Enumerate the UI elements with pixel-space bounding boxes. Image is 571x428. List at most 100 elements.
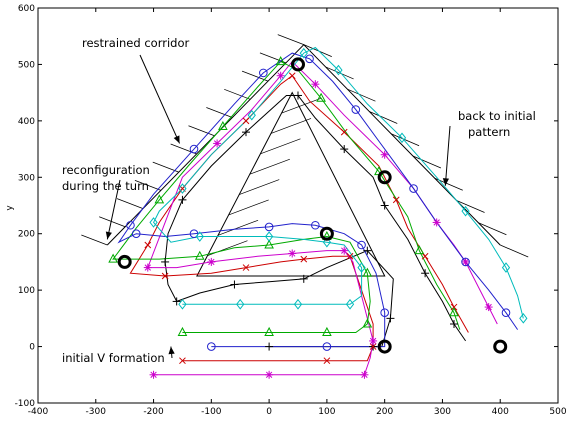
corridor-hatch — [281, 97, 322, 114]
x-tick-label: -100 — [201, 407, 222, 417]
marker-stroke — [340, 128, 348, 136]
data-point — [293, 298, 303, 310]
annotation-arrow — [444, 125, 451, 186]
marker-stroke — [323, 357, 331, 365]
marker-stroke — [277, 72, 284, 79]
marker-stroke — [265, 371, 273, 378]
data-point — [386, 314, 395, 323]
corridor-hatch — [206, 107, 233, 118]
x-tick-label: 0 — [266, 407, 272, 417]
data-point — [362, 318, 373, 328]
data-point — [194, 250, 205, 260]
data-point — [178, 183, 187, 194]
corridor-hatch — [99, 216, 126, 228]
data-point — [369, 336, 378, 345]
annotation-text: during the turn — [62, 179, 149, 193]
data-point — [501, 308, 511, 318]
data-point — [300, 255, 308, 263]
data-point — [161, 272, 169, 280]
x-tick-label: -400 — [28, 407, 49, 417]
corridor-hatch — [260, 138, 301, 155]
plot-frame — [37, 7, 559, 404]
data-point — [323, 357, 331, 365]
corridor-hatch — [239, 179, 280, 195]
data-point — [421, 269, 430, 278]
data-point — [311, 220, 320, 230]
data-point — [264, 326, 274, 336]
marker-stroke — [161, 272, 169, 280]
x-tick-label: -200 — [143, 407, 164, 417]
annotation-arrowhead — [105, 231, 112, 240]
annotations: restrained corridor back to initial patter… — [62, 36, 536, 365]
marker-stroke — [144, 241, 152, 249]
corridor-hatch — [500, 244, 529, 258]
data-point — [207, 257, 216, 266]
x-tick-label: 500 — [549, 407, 566, 417]
x-tick-label: 200 — [376, 407, 393, 417]
data-point — [380, 150, 389, 159]
corridor-hatch — [277, 34, 304, 46]
data-point — [380, 308, 389, 318]
data-point — [449, 307, 459, 317]
corridor-walls — [81, 34, 529, 277]
marker-stroke — [392, 196, 400, 204]
marker-stroke — [433, 219, 440, 226]
data-point — [519, 313, 528, 324]
data-point — [144, 241, 152, 249]
data-point — [360, 370, 369, 379]
data-point — [311, 80, 320, 89]
data-point — [177, 326, 188, 336]
y-tick-label: 500 — [18, 60, 35, 70]
data-point — [189, 144, 199, 154]
data-point — [213, 139, 222, 148]
data-point — [242, 264, 250, 271]
data-point — [340, 246, 349, 255]
data-point — [340, 128, 348, 136]
data-point — [265, 370, 274, 379]
series-line-circle — [117, 52, 519, 348]
data-point — [334, 64, 343, 76]
y-tick-label: 100 — [18, 286, 35, 296]
marker-stroke — [179, 357, 186, 365]
marker-stroke — [213, 140, 221, 147]
data-point — [322, 342, 332, 351]
annotation-arrow — [106, 179, 121, 240]
data-point — [288, 249, 297, 258]
marker-stroke — [288, 72, 296, 80]
corridor-outer-wall — [106, 43, 501, 246]
data-point — [340, 145, 349, 154]
annotation-text: restrained corridor — [82, 36, 189, 50]
data-point — [305, 54, 314, 64]
data-point — [131, 229, 141, 239]
data-point — [149, 217, 158, 228]
data-point — [421, 252, 429, 260]
axes: -400 -300 -200 -100 0 100 200 300 400 500 -100 0 100… — [5, 4, 567, 417]
annotation-text: initial V formation — [62, 351, 165, 365]
corridor-hatch — [369, 111, 398, 124]
corridor-hatch — [224, 88, 251, 100]
data-point — [294, 91, 302, 100]
checkpoint-circles — [117, 57, 508, 354]
y-tick-label: 200 — [18, 230, 35, 240]
y-tick-label: 600 — [18, 4, 35, 14]
data-point — [432, 218, 441, 227]
data-point — [161, 257, 170, 266]
marker-stroke — [208, 258, 215, 266]
data-point — [501, 262, 511, 273]
data-point — [380, 201, 389, 210]
data-point — [461, 257, 470, 266]
marker-stroke — [381, 151, 388, 158]
marker-stroke — [242, 117, 250, 125]
series-lines — [112, 46, 524, 376]
corridor-hatch — [347, 88, 376, 102]
data-point — [172, 297, 181, 306]
marker-stroke — [144, 264, 151, 271]
data-point — [207, 342, 216, 351]
corridor-hatch — [228, 199, 269, 216]
data-point — [236, 298, 245, 310]
corridor-hatch — [188, 125, 215, 137]
data-point — [322, 236, 332, 248]
data-point — [299, 47, 308, 59]
corridor-hatch — [134, 179, 162, 191]
